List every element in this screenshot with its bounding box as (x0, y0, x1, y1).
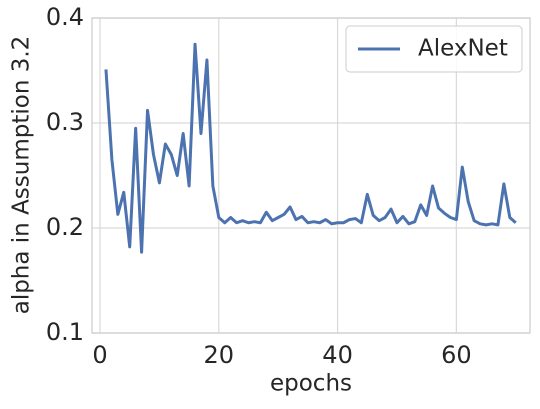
x-tick-label: 20 (204, 341, 235, 369)
x-tick-label: 0 (92, 341, 107, 369)
y-axis-label: alpha in Assumption 3.2 (9, 36, 35, 315)
legend-label: AlexNet (418, 36, 508, 62)
y-tick-label: 0.4 (46, 3, 84, 31)
x-tick-label: 40 (322, 341, 353, 369)
y-tick-label: 0.1 (46, 318, 84, 346)
y-tick-label: 0.3 (46, 108, 84, 136)
x-tick-label: 60 (441, 341, 472, 369)
plot-frame (91, 17, 531, 334)
legend: AlexNet (345, 25, 523, 73)
legend-box (345, 25, 523, 73)
x-axis-label: epochs (270, 371, 352, 397)
y-tick-label: 0.2 (46, 213, 84, 241)
data-line (104, 42, 517, 254)
